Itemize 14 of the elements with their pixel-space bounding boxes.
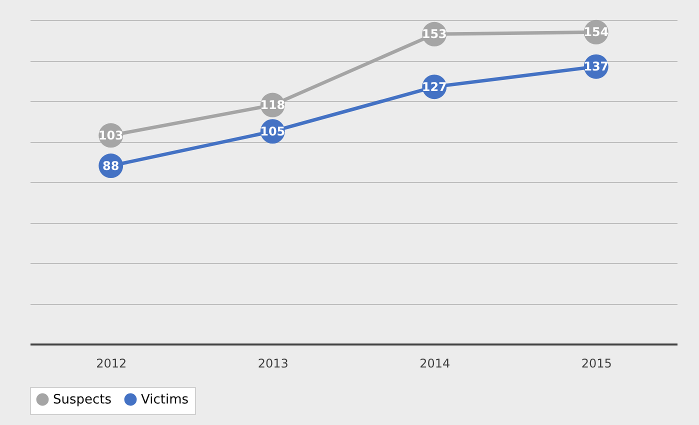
x-tick-label: 2015: [581, 356, 612, 370]
data-label: 88: [102, 158, 120, 173]
legend-label: Victims: [141, 392, 189, 408]
data-label: 105: [260, 124, 286, 138]
x-tick-label: 2012: [96, 356, 127, 370]
data-label: 154: [584, 25, 609, 40]
data-label: 103: [98, 128, 124, 142]
data-label: 153: [422, 27, 447, 42]
legend-label: Suspects: [53, 392, 112, 408]
data-label: 137: [584, 60, 609, 74]
data-label: 127: [422, 80, 447, 94]
x-tick-label: 2014: [420, 356, 450, 370]
data-label: 118: [260, 98, 286, 112]
x-tick-label: 2013: [258, 356, 288, 370]
